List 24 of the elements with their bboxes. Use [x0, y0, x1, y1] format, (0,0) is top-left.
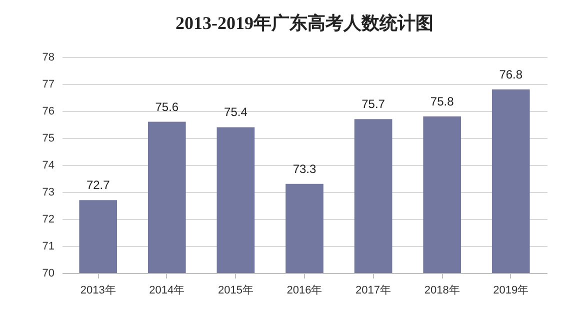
y-tick-label: 76 [42, 106, 54, 118]
data-label: 75.4 [224, 105, 248, 120]
y-tick-label: 75 [42, 132, 54, 144]
x-tick-label: 2016年 [286, 284, 322, 296]
x-tick-label: 2014年 [149, 284, 185, 296]
y-tick-label: 78 [42, 52, 54, 64]
chart-title: 2013-2019年广东高考人数统计图 [176, 13, 434, 33]
y-tick-label: 77 [42, 78, 54, 90]
y-tick-label: 72 [42, 214, 54, 226]
x-tick-label: 2018年 [424, 284, 460, 296]
x-tick-label: 2019年 [493, 284, 529, 296]
data-label: 75.7 [362, 97, 386, 112]
y-tick-label: 73 [42, 186, 54, 198]
x-tick-label: 2015年 [218, 284, 254, 296]
data-label: 75.6 [155, 100, 179, 114]
data-label: 73.3 [292, 162, 316, 176]
data-label: 76.8 [499, 67, 523, 82]
y-tick-label: 74 [42, 160, 54, 172]
data-label: 75.8 [430, 94, 454, 108]
y-tick-label: 71 [42, 240, 54, 252]
x-tick-label: 2017年 [356, 284, 392, 296]
y-tick-label: 70 [42, 268, 54, 280]
x-tick-label: 2013年 [80, 284, 116, 296]
data-label: 72.7 [86, 178, 110, 192]
